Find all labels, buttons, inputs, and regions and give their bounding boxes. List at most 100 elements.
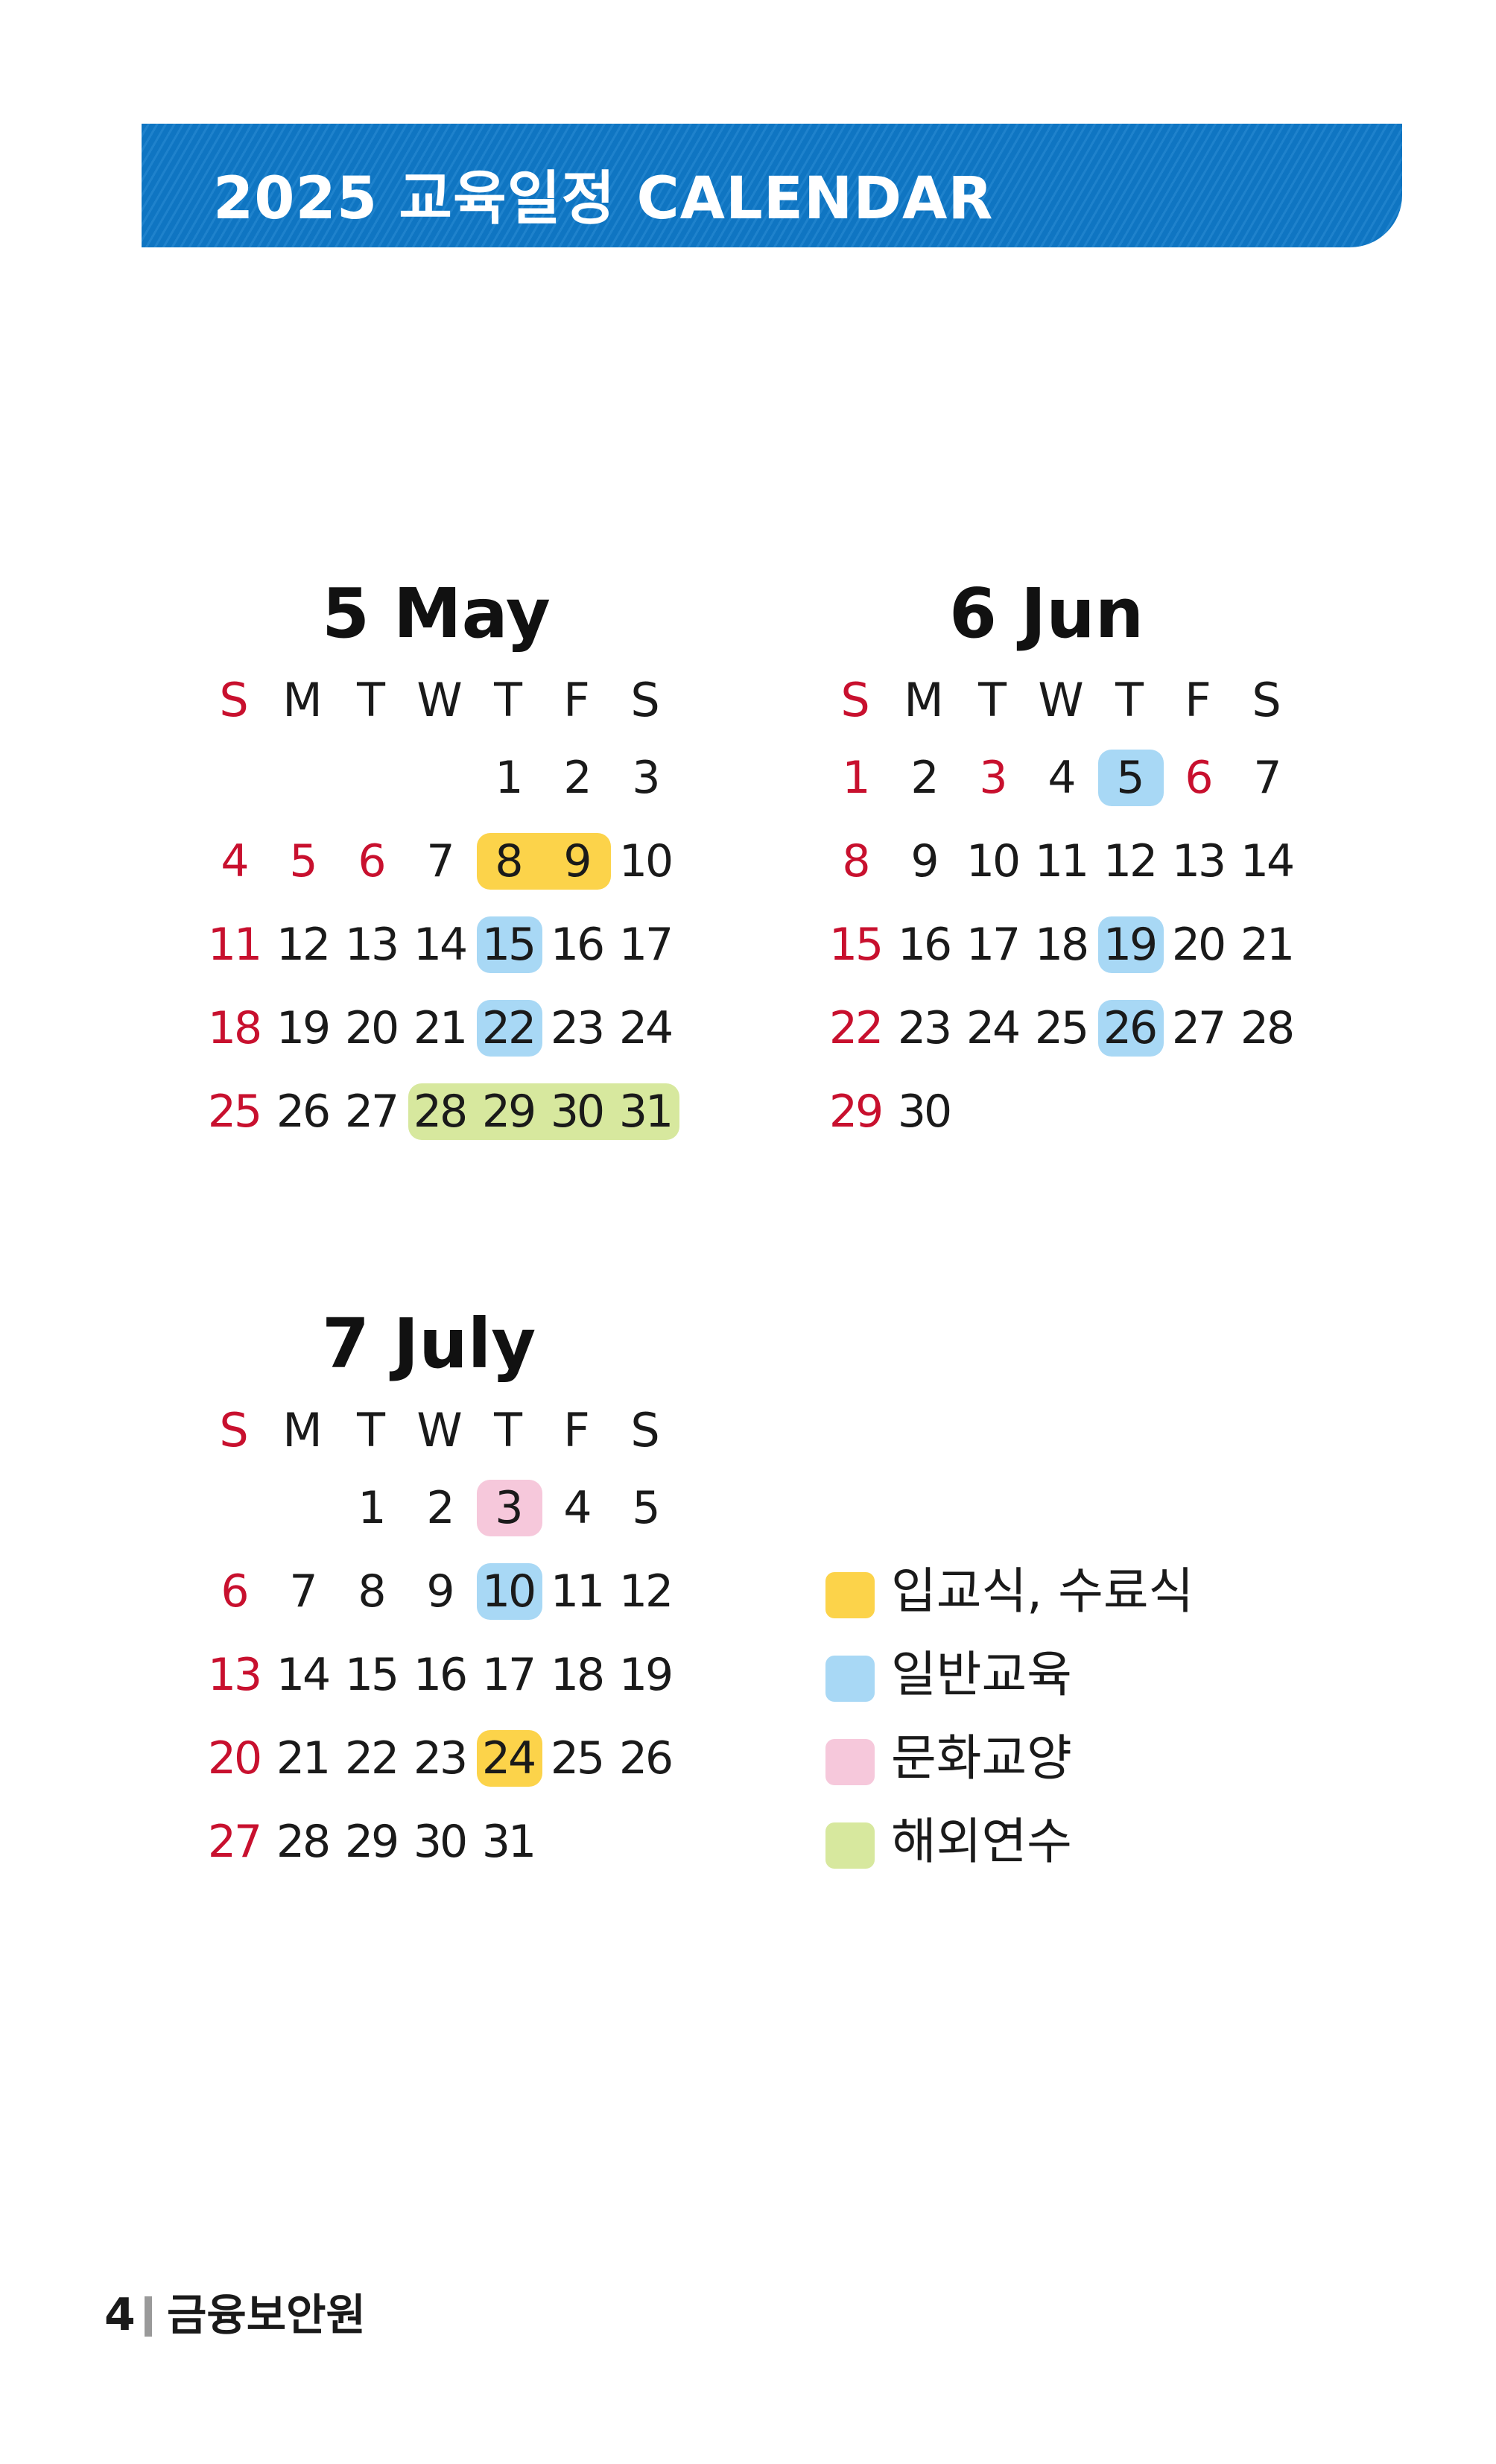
day-cell: 15 xyxy=(481,919,536,971)
weekday-header: T xyxy=(357,673,385,727)
legend-swatch-culture xyxy=(825,1739,875,1785)
day-cell: 22 xyxy=(828,1002,884,1054)
day-cell: 6 xyxy=(358,835,386,887)
month-title-may: 5 May xyxy=(322,574,551,653)
day-cell: 15 xyxy=(344,1649,399,1701)
day-cell: 27 xyxy=(344,1086,399,1138)
day-cell: 1 xyxy=(495,752,523,804)
weekday-header: M xyxy=(282,1403,323,1457)
highlight-general xyxy=(477,916,542,973)
day-cell: 3 xyxy=(495,1482,523,1534)
weekday-header: S xyxy=(630,1403,660,1457)
weekday-header: F xyxy=(563,673,590,727)
day-cell: 15 xyxy=(828,919,884,971)
day-cell: 25 xyxy=(1034,1002,1089,1054)
day-cell: 8 xyxy=(495,835,523,887)
day-cell: 22 xyxy=(344,1732,399,1784)
month-title-july: 7 July xyxy=(322,1304,536,1384)
day-cell: 14 xyxy=(276,1649,331,1701)
day-cell: 14 xyxy=(413,919,468,971)
day-cell: 6 xyxy=(1185,752,1213,804)
day-cell: 14 xyxy=(1240,835,1295,887)
weekday-header: M xyxy=(904,673,944,727)
day-cell: 27 xyxy=(207,1816,262,1868)
day-cell: 5 xyxy=(632,1482,660,1534)
day-cell: 19 xyxy=(618,1649,673,1701)
day-cell: 9 xyxy=(426,1565,454,1618)
day-cell: 21 xyxy=(276,1732,331,1784)
legend-label-overseas: 해외연수 xyxy=(891,1813,1072,1870)
weekday-header: W xyxy=(1038,673,1084,727)
day-cell: 12 xyxy=(618,1565,673,1618)
day-cell: 20 xyxy=(344,1002,399,1054)
day-cell: 4 xyxy=(1047,752,1076,804)
highlight-general xyxy=(1098,916,1164,973)
day-cell: 2 xyxy=(910,752,939,804)
day-cell: 11 xyxy=(207,919,262,971)
legend-label-ceremony: 입교식, 수료식 xyxy=(891,1562,1194,1620)
day-cell: 22 xyxy=(481,1002,536,1054)
weekday-header: T xyxy=(494,1403,522,1457)
day-cell: 20 xyxy=(1171,919,1226,971)
day-cell: 10 xyxy=(618,835,673,887)
highlight-general xyxy=(1098,1000,1164,1057)
day-cell: 16 xyxy=(413,1649,468,1701)
day-cell: 18 xyxy=(1034,919,1089,971)
highlight-general xyxy=(1098,750,1164,806)
day-cell: 5 xyxy=(289,835,317,887)
weekday-header: F xyxy=(563,1403,590,1457)
day-cell: 17 xyxy=(618,919,673,971)
weekday-header: W xyxy=(416,1403,463,1457)
day-cell: 3 xyxy=(632,752,660,804)
weekday-header: T xyxy=(357,1403,385,1457)
day-cell: 27 xyxy=(1171,1002,1226,1054)
day-cell: 8 xyxy=(358,1565,386,1618)
weekday-header: S xyxy=(840,673,870,727)
day-cell: 8 xyxy=(842,835,870,887)
footer-divider xyxy=(145,2296,152,2337)
weekday-header: T xyxy=(494,673,522,727)
highlight-culture xyxy=(477,1480,542,1536)
day-cell: 21 xyxy=(413,1002,468,1054)
day-cell: 9 xyxy=(910,835,939,887)
day-cell: 24 xyxy=(618,1002,673,1054)
day-cell: 7 xyxy=(426,835,454,887)
day-cell: 3 xyxy=(979,752,1007,804)
day-cell: 28 xyxy=(276,1816,331,1868)
day-cell: 17 xyxy=(481,1649,536,1701)
day-cell: 13 xyxy=(207,1649,262,1701)
day-cell: 18 xyxy=(207,1002,262,1054)
day-cell: 26 xyxy=(618,1732,673,1784)
day-cell: 26 xyxy=(1103,1002,1158,1054)
day-cell: 29 xyxy=(344,1816,399,1868)
day-cell: 30 xyxy=(413,1816,468,1868)
day-cell: 13 xyxy=(344,919,399,971)
day-cell: 30 xyxy=(550,1086,605,1138)
day-cell: 24 xyxy=(481,1732,536,1784)
day-cell: 31 xyxy=(481,1816,536,1868)
day-cell: 28 xyxy=(413,1086,468,1138)
day-cell: 12 xyxy=(1103,835,1158,887)
day-cell: 4 xyxy=(221,835,249,887)
day-cell: 28 xyxy=(1240,1002,1295,1054)
highlight-overseas xyxy=(408,1083,679,1140)
weekday-header: F xyxy=(1185,673,1211,727)
weekday-header: S xyxy=(219,1403,249,1457)
day-cell: 21 xyxy=(1240,919,1295,971)
day-cell: 23 xyxy=(550,1002,605,1054)
day-cell: 18 xyxy=(550,1649,605,1701)
legend-swatch-general xyxy=(825,1656,875,1702)
day-cell: 2 xyxy=(426,1482,454,1534)
day-cell: 10 xyxy=(966,835,1021,887)
highlight-ceremony xyxy=(477,833,611,890)
month-title-june: 6 Jun xyxy=(949,574,1144,653)
highlight-general xyxy=(477,1563,542,1620)
legend-label-culture: 문화교양 xyxy=(891,1729,1072,1787)
day-cell: 19 xyxy=(1103,919,1158,971)
legend-swatch-ceremony xyxy=(825,1572,875,1618)
day-cell: 16 xyxy=(897,919,952,971)
day-cell: 11 xyxy=(1034,835,1089,887)
day-cell: 9 xyxy=(563,835,592,887)
day-cell: 25 xyxy=(207,1086,262,1138)
title-banner: 2025 교육일정 CALENDAR xyxy=(142,124,1402,247)
